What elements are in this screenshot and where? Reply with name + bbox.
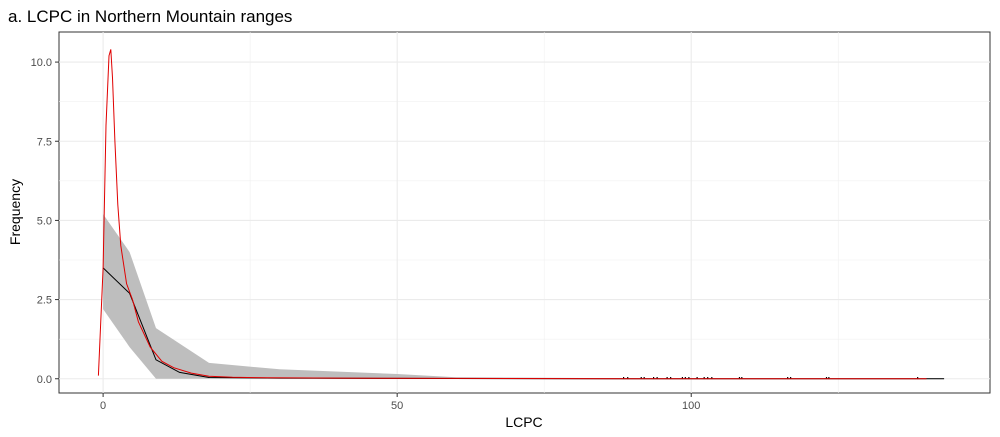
confidence-ribbon: [103, 214, 945, 379]
x-tick-label: 0: [100, 400, 106, 412]
confidence-ribbon-layer: [103, 214, 945, 379]
y-tick-label: 0.0: [37, 374, 52, 386]
y-tick-label: 7.5: [37, 136, 52, 148]
fit-line: [97, 49, 927, 380]
x-axis-title: LCPC: [505, 414, 542, 430]
y-tick-label: 5.0: [37, 215, 52, 227]
chart-title: a. LCPC in Northern Mountain ranges: [8, 7, 292, 26]
line-layer: [97, 49, 945, 380]
y-tick-label: 10.0: [31, 57, 52, 69]
plot-panel: [58, 31, 991, 394]
y-tick-label: 2.5: [37, 295, 52, 307]
x-tick-label: 100: [682, 400, 700, 412]
y-axis-title: Frequency: [7, 179, 23, 245]
axis-ticks: 0.0 2.5 5.0 7.5 10.0 0 50 100: [31, 57, 701, 412]
x-tick-label: 50: [391, 400, 403, 412]
